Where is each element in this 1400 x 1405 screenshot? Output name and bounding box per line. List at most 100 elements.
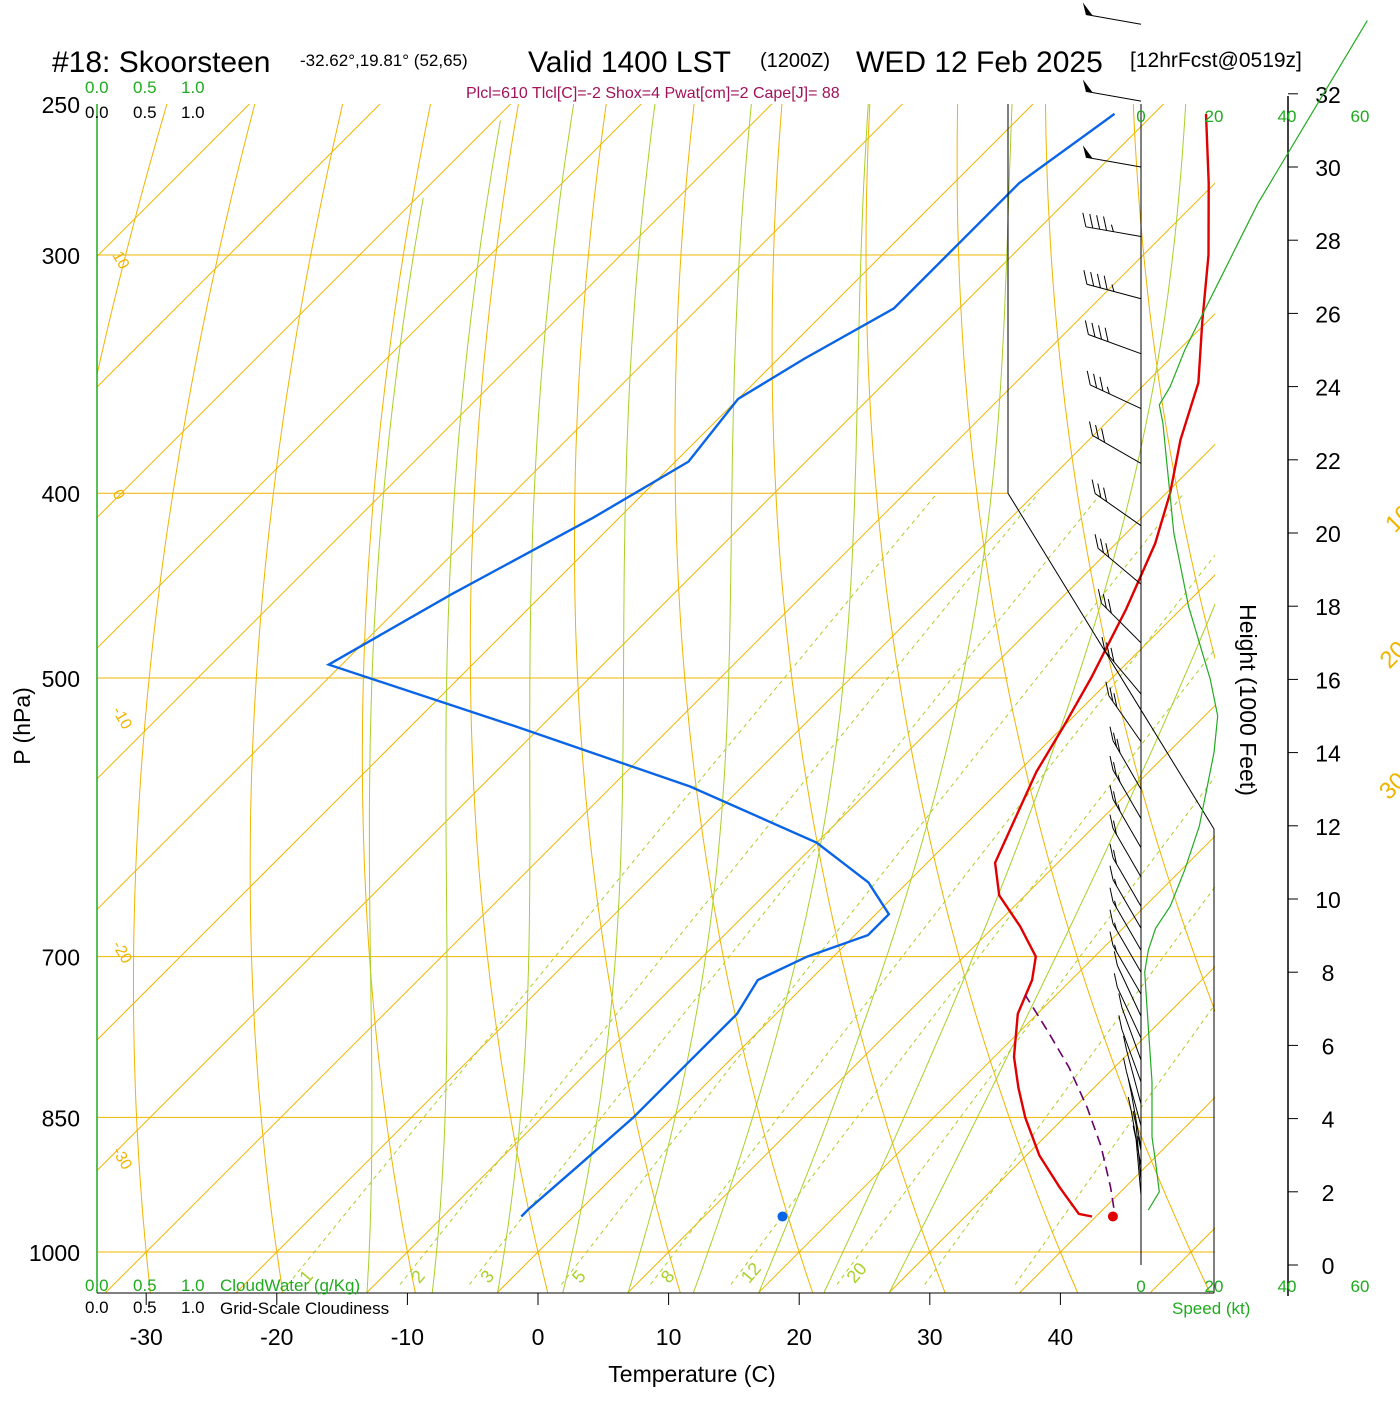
wind-barb-5: [1084, 320, 1142, 355]
barb-full: [1095, 424, 1100, 440]
profile-dewpoint: [325, 112, 1116, 1218]
forecast-date: WED 12 Feb 2025: [856, 46, 1103, 79]
barb-pennant: [1082, 145, 1093, 159]
barb-full: [1113, 820, 1117, 835]
barb-shaft: [1085, 156, 1142, 168]
wind-barb-14: [1109, 755, 1142, 819]
speed-tick-top-20: 20: [1205, 107, 1224, 126]
barb-full: [1123, 1035, 1127, 1050]
wind-barb-23: [1113, 973, 1142, 1039]
barb-full: [1118, 1015, 1123, 1030]
barb-half: [1114, 878, 1117, 886]
barb-shaft: [1085, 14, 1142, 25]
moist-adiabat-15: [693, 104, 869, 1293]
barb-full: [1089, 421, 1093, 436]
barb-full: [1116, 738, 1121, 753]
isotherm--60: [97, 104, 904, 911]
barb-full: [1097, 589, 1102, 604]
barb-shaft: [1112, 945, 1142, 995]
barb-full: [1113, 951, 1118, 966]
isotherm-label-3: -20: [109, 938, 135, 967]
barb-shaft: [1094, 493, 1142, 527]
dry-adiabat--10: [361, 104, 432, 1293]
stability-indices: Plcl=610 Tlcl[C]=-2 Shox=4 Pwat[cm]=2 Ca…: [466, 85, 840, 102]
surface-marker-dewpoint: [777, 1211, 788, 1222]
barb-shaft: [1088, 334, 1142, 355]
isotherm-0: [497, 574, 1215, 1293]
height-tick-label-18: 18: [1315, 594, 1341, 620]
barb-full: [1097, 483, 1102, 498]
barb-full: [1109, 843, 1114, 858]
height-tick-label-16: 16: [1315, 667, 1341, 693]
scale-tick-0-2: 1.0: [181, 78, 205, 97]
barb-full: [1127, 1096, 1132, 1112]
isotherm-label-1: 0: [109, 487, 128, 503]
valid-time: Valid 1400 LST: [528, 46, 731, 79]
isotherm--30: [105, 182, 1215, 1293]
barb-full: [1109, 726, 1114, 741]
dry-adiabat-20: [674, 104, 814, 1293]
barb-shaft: [1104, 650, 1142, 695]
y-axis-title: P (hPa): [9, 687, 35, 765]
mixing-ratio-30: [924, 885, 1215, 1285]
wind-barb-28: [1127, 1078, 1142, 1148]
barb-full: [1107, 598, 1112, 614]
pressure-label-700: 700: [42, 945, 80, 971]
isotherm--20: [236, 313, 1215, 1293]
barb-full: [1089, 213, 1094, 229]
dry-adiabat-0: [469, 104, 549, 1293]
height-tick-label-4: 4: [1322, 1107, 1335, 1133]
wind-barb-11: [1101, 637, 1142, 695]
barb-full: [1094, 534, 1099, 549]
height-tick-label-14: 14: [1315, 741, 1341, 767]
frame: [96, 104, 1215, 1294]
x-tick-label-0: 0: [532, 1324, 545, 1350]
barb-shaft: [1092, 435, 1142, 464]
barb-shaft: [1121, 1007, 1142, 1061]
barb-half: [1114, 944, 1117, 952]
height-tick-label-12: 12: [1315, 814, 1341, 840]
barb-full: [1137, 1136, 1142, 1151]
barb-full: [1098, 325, 1103, 340]
height-tick-label-20: 20: [1315, 521, 1341, 547]
height-tick-label-10: 10: [1315, 887, 1341, 913]
isotherm-label-4: -30: [109, 1144, 135, 1173]
wind-barb-19: [1109, 887, 1142, 951]
wind-barb-0: [1082, 2, 1142, 25]
wind-barb-13: [1109, 726, 1142, 790]
wind-barb-12: [1105, 681, 1142, 742]
barb-half: [1114, 900, 1117, 908]
wind-barb-8: [1091, 479, 1142, 527]
barb-full: [1109, 887, 1114, 902]
x-tick-label--20: -20: [260, 1324, 293, 1350]
dry-adiabat-30: [771, 104, 946, 1293]
wind-barb-22: [1113, 951, 1142, 1017]
height-tick-label-26: 26: [1315, 301, 1341, 327]
station-coords: -32.62°,19.81° (52,65): [300, 51, 468, 70]
isotherm--80: [97, 104, 642, 649]
height-axis-title: Height (1000 Feet): [1235, 604, 1261, 796]
barb-full: [1113, 973, 1118, 988]
barb-full: [1099, 538, 1104, 553]
mixing-ratio-2: [399, 492, 1039, 1285]
barb-full: [1127, 1078, 1132, 1093]
moist-adiabat-30: [888, 603, 1215, 1293]
isotherm--40: [97, 104, 1165, 1172]
barb-full: [1109, 814, 1114, 829]
barb-half: [1110, 224, 1114, 232]
isotherm--70: [97, 104, 773, 780]
right-frame: [1007, 104, 1215, 1293]
isobars: [97, 254, 1214, 1253]
barb-half: [1111, 284, 1115, 292]
wind-barb-7: [1089, 421, 1142, 464]
thermo-lines: [97, 104, 1215, 1293]
pressure-label-250: 250: [42, 92, 80, 118]
dry-adiabat-70: [1132, 104, 1215, 660]
barb-full: [1099, 376, 1104, 391]
barb-full: [1113, 761, 1117, 777]
pressure-label-400: 400: [42, 481, 80, 507]
barb-full: [1084, 320, 1089, 335]
barb-full: [1109, 785, 1114, 800]
dry-adiabat--40: [97, 104, 168, 377]
